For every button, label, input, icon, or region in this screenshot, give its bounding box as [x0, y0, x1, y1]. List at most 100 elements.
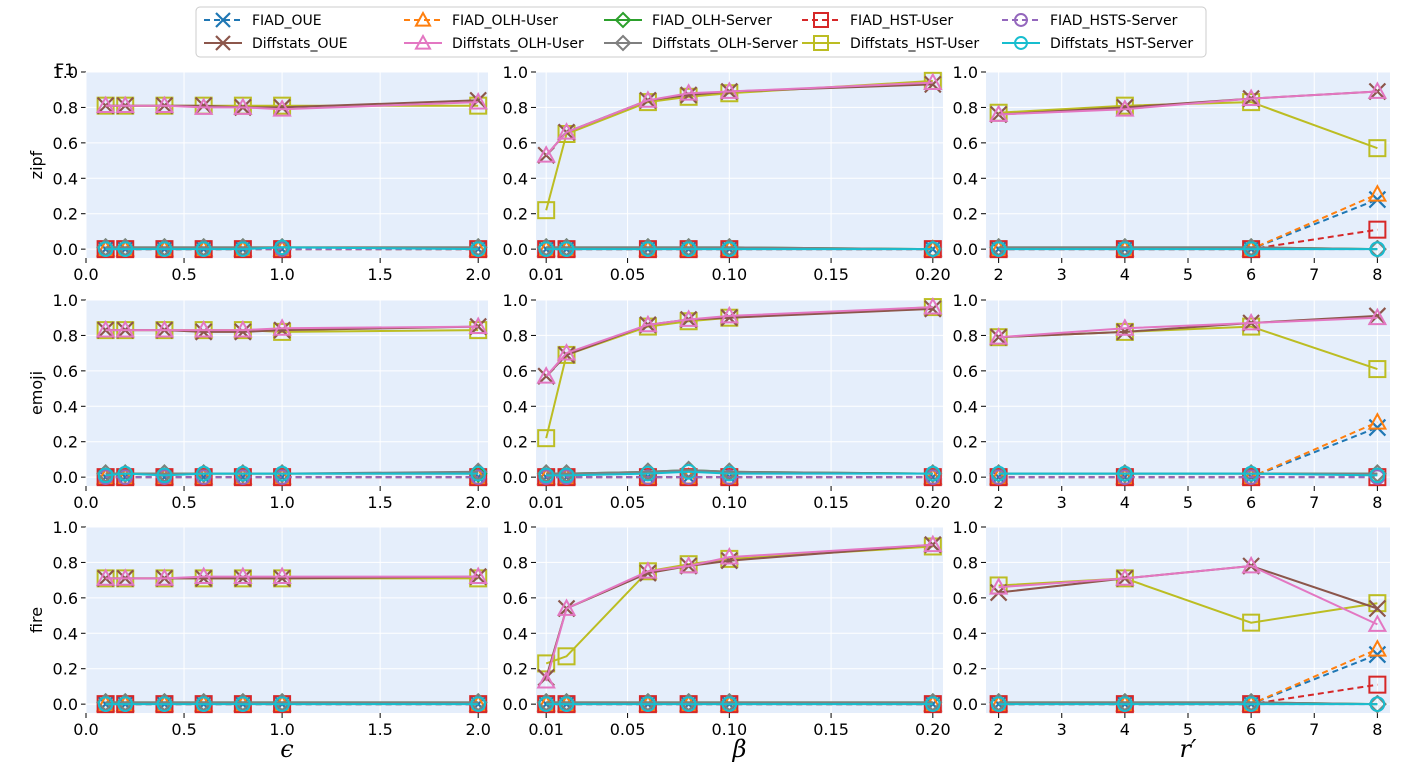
x-tick-label: 3	[1057, 720, 1067, 739]
x-tick-label: 0.20	[915, 720, 951, 739]
y-tick-label: 0.0	[503, 468, 528, 487]
data-point-diffstats-olh-user	[1115, 99, 1135, 117]
data-point-diffstats-olh-user	[193, 320, 214, 338]
series-diffstats-hst-server	[538, 241, 941, 257]
data-point-diffstats-hst-server	[1117, 696, 1133, 712]
series-line-diffstats-hst-server	[105, 246, 479, 251]
y-tick-label: 0.6	[953, 362, 978, 381]
data-point-diffstats-hst-server	[156, 696, 173, 712]
y-tick-label: 0.0	[953, 468, 978, 487]
data-point-diffstats-hst-server	[117, 465, 134, 482]
data-point-diffstats-olh-user	[1115, 568, 1135, 586]
data-point-diffstats-olh-user	[272, 318, 292, 336]
y-tick-label: 0.2	[953, 433, 978, 452]
x-axis-label: β	[732, 735, 747, 763]
data-point-diffstats-olh-user	[556, 122, 577, 140]
series-diffstats-hst-server	[990, 696, 1386, 712]
y-tick-label: 1.0	[53, 63, 78, 82]
y-tick-label: 0.2	[503, 660, 528, 679]
series-diffstats-olh-user	[95, 566, 488, 586]
panel-fire-: 0.0 0.2 0.4 0.6 0.8 1.0 0.0 0.5 1.0 1.5 2.0 fire ϵ	[27, 518, 491, 763]
data-point-diffstats-hst-server	[470, 696, 486, 712]
data-point-diffstats-olh-user	[536, 671, 556, 689]
data-point-diffstats-olh-user	[556, 598, 577, 616]
data-point-diffstats-hst-user	[469, 321, 488, 340]
data-point-diffstats-hst-server	[680, 464, 697, 480]
y-tick-label: 0.4	[953, 169, 978, 188]
data-point-diffstats-hst-user	[273, 322, 292, 341]
x-tick-label: 4	[1120, 720, 1130, 739]
data-point-fiad-olh-user	[1367, 184, 1388, 202]
x-tick-label: 0.5	[171, 720, 196, 739]
data-point-diffstats-olh-user	[154, 568, 175, 586]
data-point-diffstats-olh-user	[923, 72, 943, 91]
x-tick-label: 0.01	[528, 493, 564, 512]
data-point-diffstats-olh-user	[1367, 614, 1388, 632]
legend-label: Diffstats_HST-Server	[1050, 36, 1193, 52]
data-point-fiad-olh-user	[1367, 639, 1388, 657]
data-point-diffstats-hst-server	[925, 465, 941, 482]
y-tick-label: 0.4	[53, 169, 78, 188]
legend-item-diffstats-olh-server: Diffstats_OLH-Server	[604, 34, 798, 52]
data-point-diffstats-hst-user	[1368, 360, 1387, 379]
data-point-diffstats-olh-user	[193, 97, 214, 115]
data-point-diffstats-hst-server	[558, 696, 575, 712]
data-point-diffstats-olh-user	[95, 95, 116, 114]
x-tick-label: 0.15	[813, 720, 849, 739]
data-point-diffstats-olh-user	[678, 309, 699, 327]
y-tick-label: 0.2	[503, 433, 528, 452]
y-tick-label: 0.6	[53, 589, 78, 608]
x-tick-label: 0.05	[610, 493, 646, 512]
legend-label: FIAD_OLH-Server	[652, 13, 772, 29]
panel-zipf-r: 0.0 0.2 0.4 0.6 0.8 1.0 2 3 4 5 6 7 8	[953, 63, 1390, 284]
x-tick-label: 2.0	[465, 265, 490, 284]
data-point-diffstats-hst-user	[1242, 613, 1261, 632]
data-point-diffstats-olh-user	[468, 566, 488, 584]
x-tick-label: 0.15	[813, 493, 849, 512]
data-point-diffstats-hst-server	[235, 465, 251, 482]
data-point-diffstats-hst-server	[680, 696, 697, 712]
y-tick-label: 1.0	[503, 291, 528, 310]
data-point-diffstats-hst-server	[680, 241, 697, 257]
y-tick-label: 0.8	[953, 98, 978, 117]
data-point-diffstats-olh-user	[154, 320, 175, 338]
data-point-diffstats-hst-server	[558, 241, 575, 257]
plot-area	[536, 300, 943, 486]
panel-zipf-: 0.0 0.2 0.4 0.6 0.8 1.0 0.0 0.5 1.0 1.5 2.0 zipf	[27, 63, 491, 284]
data-point-diffstats-hst-server	[97, 241, 114, 257]
x-tick-label: 2	[994, 493, 1004, 512]
data-point-diffstats-olh-user	[115, 568, 135, 586]
x-tick-label: 5	[1183, 493, 1193, 512]
x-tick-label: 1.5	[367, 493, 392, 512]
data-point-diffstats-hst-server	[195, 696, 212, 712]
legend-label: FIAD_HST-User	[850, 13, 953, 29]
x-tick-label: 2	[994, 720, 1004, 739]
y-tick-label: 0.2	[53, 433, 78, 452]
plot-area	[536, 72, 943, 258]
x-tick-label: 0.01	[528, 265, 564, 284]
data-point-diffstats-olh-user	[233, 97, 253, 115]
data-point-diffstats-hst-server	[195, 241, 212, 257]
data-point-diffstats-hst-user	[537, 201, 556, 220]
y-tick-label: 0.2	[953, 205, 978, 224]
legend-marker-diffstats-hst-user	[813, 35, 829, 51]
data-point-diffstats-hst-server	[1369, 241, 1386, 257]
row-label-emoji: emoji	[27, 371, 46, 415]
legend-marker-diffstats-olh-user	[414, 33, 432, 50]
y-tick-label: 0.8	[503, 326, 528, 345]
x-tick-label: 0.0	[73, 493, 98, 512]
data-point-diffstats-hst-server	[721, 465, 738, 482]
data-point-fiad-olh-user	[1367, 412, 1388, 430]
series-line-diffstats-hst-server	[105, 472, 479, 477]
y-tick-label: 0.0	[953, 240, 978, 259]
series-line-diffstats-olh-user	[105, 325, 479, 332]
data-point-diffstats-olh-user	[1241, 88, 1261, 106]
x-tick-label: 1.0	[269, 493, 294, 512]
row-label-fire: fire	[27, 607, 46, 633]
legend-marker-diffstats-oue	[215, 35, 231, 51]
y-tick-label: 0.0	[53, 240, 78, 259]
legend-item-diffstats-hst-user: Diffstats_HST-User	[802, 35, 979, 52]
data-point-fiad-hst-user	[1368, 220, 1387, 239]
legend-marker-fiad-hsts-server	[1014, 13, 1028, 27]
data-point-diffstats-olh-user	[536, 145, 556, 163]
